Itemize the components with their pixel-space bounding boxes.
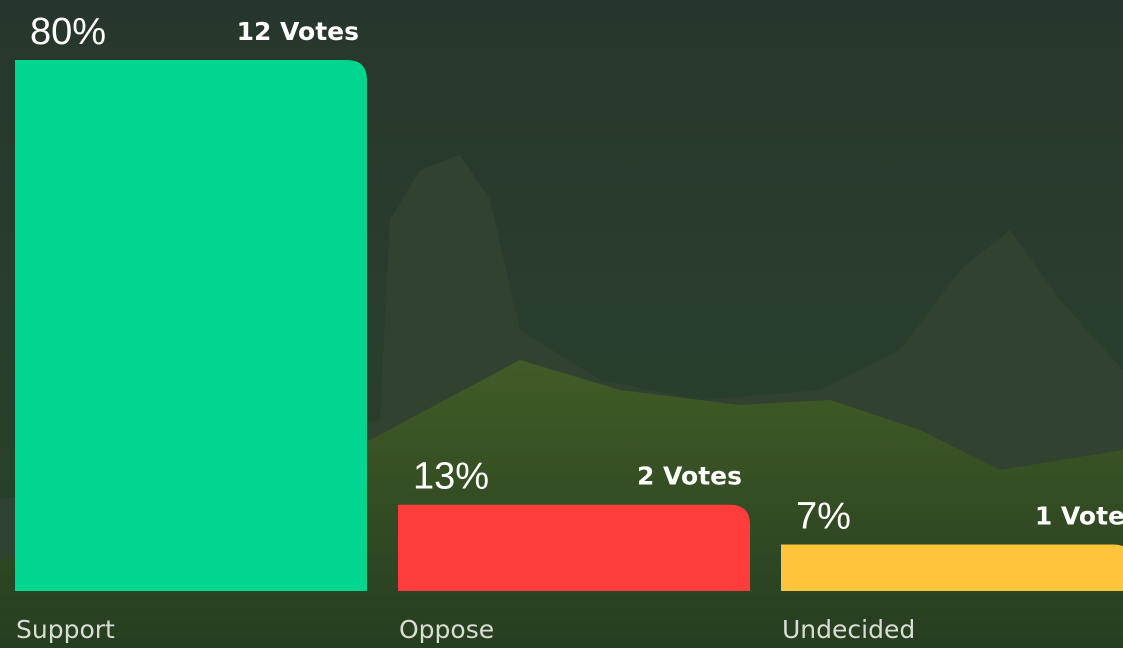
bar [781,544,1123,591]
category-label: Oppose [399,615,494,644]
percent-label: 13% [413,456,489,498]
bar [15,60,367,591]
votes-label: 12 Votes [237,17,359,46]
percent-label: 80% [30,11,106,53]
bar [398,504,750,591]
votes-label: 1 Vote [1035,502,1123,531]
votes-label: 2 Votes [637,462,742,491]
category-label: Support [16,615,115,644]
percent-label: 7% [796,496,851,538]
category-label: Undecided [782,615,915,644]
